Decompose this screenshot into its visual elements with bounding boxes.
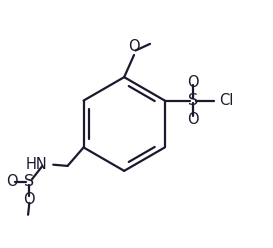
Text: S: S [24, 174, 34, 189]
Text: O: O [128, 39, 140, 54]
Text: Cl: Cl [219, 93, 233, 108]
Text: O: O [23, 192, 35, 207]
Text: O: O [6, 174, 18, 189]
Text: O: O [187, 112, 199, 126]
Text: S: S [188, 93, 198, 108]
Text: O: O [187, 75, 199, 90]
Text: HN: HN [26, 157, 48, 172]
